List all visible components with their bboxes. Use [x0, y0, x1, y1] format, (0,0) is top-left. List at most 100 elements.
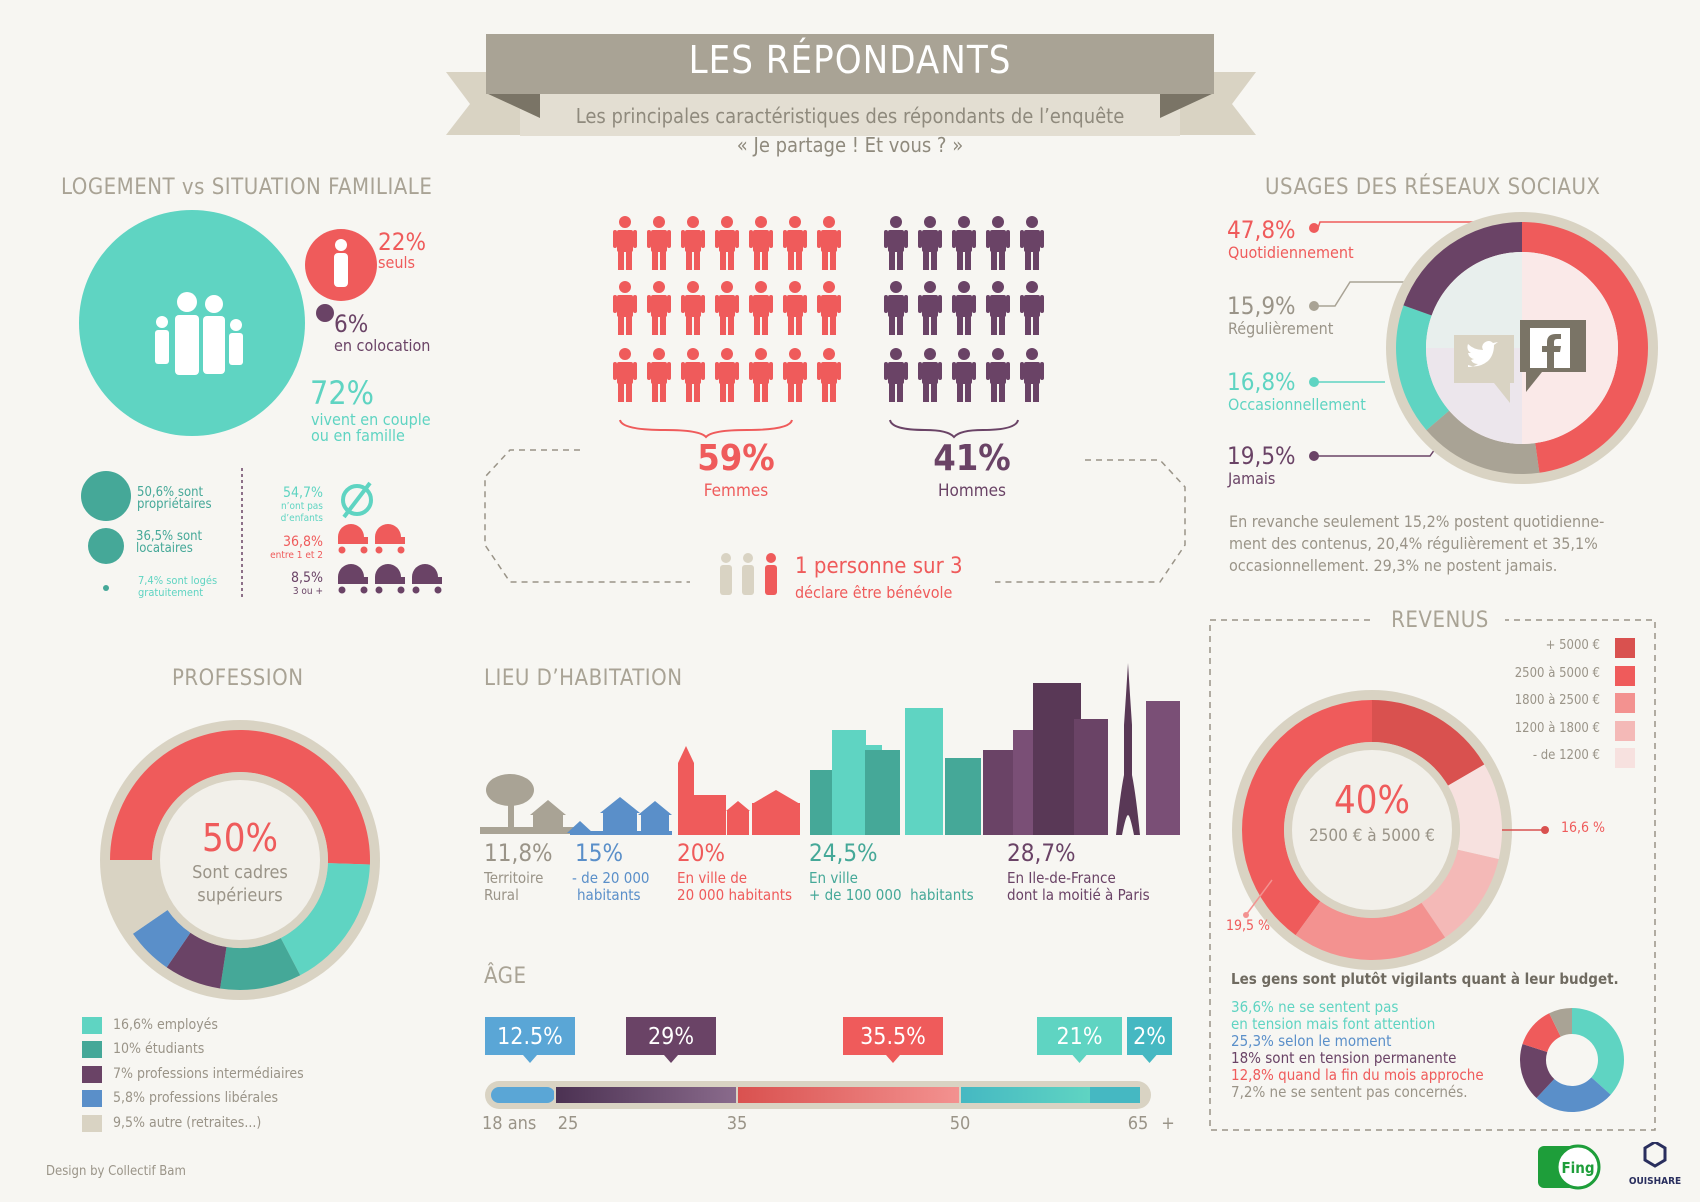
- regular-leader: [1318, 281, 1425, 307]
- profession-center-pct: 50%: [202, 816, 278, 860]
- idf-pct: 28,7%: [1007, 839, 1076, 867]
- page-subtitle-line1: Les principales caractéristiques des rép…: [575, 104, 1125, 128]
- daily-pct: 47,8%: [1227, 216, 1296, 244]
- regular-label: Régulièrement: [1228, 319, 1334, 338]
- header-banner: [446, 34, 1256, 136]
- couple-label-1: vivent en couple: [311, 410, 431, 429]
- age-title: ÂGE: [484, 964, 527, 989]
- men-person-icon: [1020, 281, 1044, 335]
- city-label-2: + de 100 000 habitants: [809, 886, 974, 904]
- ouishare-logo: OUISHARE: [1629, 1142, 1681, 1187]
- age-bubble-label-5: 2%: [1133, 1024, 1166, 1050]
- budget-line-4: 18% sont en tension permanente: [1231, 1049, 1457, 1067]
- revenus-legend-swatches: [1615, 638, 1635, 768]
- men-person-icon: [986, 281, 1010, 335]
- men-person-icon: [1020, 348, 1044, 402]
- kids12-pct: 36,8%: [282, 534, 323, 550]
- social-slice-3: [1396, 305, 1450, 431]
- revenus-slice-3: [1448, 764, 1502, 860]
- women-brace: [619, 419, 793, 439]
- small-town-icon: [567, 797, 672, 835]
- eiffel-tower-icon: [1116, 663, 1140, 835]
- women-person-icon: [817, 348, 841, 402]
- volunteer-icons: [720, 553, 777, 595]
- budget-line-6: 7,2% ne se sentent pas concernés.: [1231, 1083, 1468, 1101]
- revenus-label-a: 16,6 %: [1561, 820, 1606, 836]
- town-church-icon: [678, 746, 800, 835]
- idf-label-2: dont la moitié à Paris: [1007, 886, 1150, 904]
- coloc-pct: 6%: [334, 310, 369, 338]
- city-towers-icon: [810, 708, 981, 835]
- gender-graphic: [484, 216, 1186, 595]
- age-bubble-label-1: 12.5%: [497, 1024, 563, 1050]
- budget-slice-1: [1572, 1008, 1624, 1095]
- logement-graphic: [79, 210, 442, 598]
- alone-pct: 22%: [378, 228, 426, 256]
- budget-slice-5: [1549, 1008, 1572, 1037]
- fing-logo: Fing: [1538, 1144, 1601, 1190]
- occ-pct: 16,8%: [1227, 368, 1296, 396]
- budget-line-2: en tension mais font attention: [1231, 1015, 1436, 1033]
- revenus-slice-5: [1295, 901, 1446, 960]
- budget-line-5: 12,8% quand la fin du mois approche: [1231, 1066, 1484, 1084]
- rural-label-1: Territoire: [484, 869, 544, 887]
- age-segment-1: [491, 1087, 555, 1103]
- revenus-graphic: [1209, 619, 1656, 1131]
- coloc-dot: [316, 304, 334, 322]
- owners-label-1: 50,6% sont: [137, 485, 204, 500]
- age-bubble-4: 21%: [1037, 1017, 1122, 1063]
- age-bubble-label-4: 21%: [1057, 1024, 1103, 1050]
- profession-slice-2: [280, 863, 370, 976]
- alone-label: seuls: [378, 253, 415, 272]
- city-pct: 24,5%: [809, 839, 878, 867]
- age-bubble-label-3: 35.5%: [860, 1024, 926, 1050]
- budget-title: Les gens sont plutôt vigilants quant à l…: [1231, 970, 1619, 988]
- dashed-box-left: [484, 449, 690, 583]
- social-slice-2: [1426, 410, 1540, 474]
- men-pct: 41%: [933, 438, 1011, 479]
- age-bubble-2: 29%: [626, 1017, 716, 1063]
- occ-label: Occasionnellement: [1228, 395, 1366, 414]
- small-town-label-1: - de 20 000: [572, 869, 650, 887]
- rural-tree-icon: [480, 774, 580, 834]
- kids3-label: 3 ou +: [292, 586, 323, 597]
- profession-legend-4-label: 5,8% professions libérales: [113, 1090, 279, 1106]
- revenus-legend-2: 2500 à 5000 €: [1514, 666, 1600, 681]
- women-person-icon: [681, 348, 705, 402]
- daily-label: Quotidiennement: [1228, 243, 1354, 262]
- men-person-icon: [986, 348, 1010, 402]
- revenus-legend-5: - de 1200 €: [1532, 748, 1600, 763]
- regular-pct: 15,9%: [1227, 292, 1296, 320]
- age-bubble-3: 35.5%: [843, 1017, 943, 1063]
- partner-logos: Fing OUISHARE: [1538, 1142, 1681, 1190]
- women-person-icon: [783, 348, 807, 402]
- free-label-1: 7,4% sont logés: [138, 574, 218, 587]
- profession-graphic: [100, 720, 380, 1000]
- no-children-icon: [341, 481, 373, 519]
- profession-center-2: supérieurs: [197, 885, 283, 906]
- renters-dot: [88, 528, 124, 564]
- town-label-1: En ville de: [677, 869, 748, 887]
- social-graphic: [1309, 212, 1658, 484]
- revenus-frame: [1209, 619, 1656, 1131]
- page-subtitle-line2: « Je partage ! Et vous ? »: [736, 133, 964, 157]
- social-slice-4: [1403, 222, 1522, 316]
- profession-legend-1-label: 16,6% employés: [113, 1017, 218, 1033]
- budget-line-3: 25,3% selon le moment: [1231, 1032, 1392, 1050]
- small-town-pct: 15%: [575, 839, 623, 867]
- men-person-icon: [884, 281, 908, 335]
- never-label: Jamais: [1228, 469, 1276, 488]
- age-tick-1: 18 ans: [482, 1113, 536, 1134]
- social-note-1: En revanche seulement 15,2% postent quot…: [1229, 512, 1605, 531]
- budget-slice-3: [1520, 1043, 1555, 1098]
- owners-dot: [81, 471, 131, 521]
- revenus-center-label: 2500 € à 5000 €: [1308, 826, 1436, 846]
- lieu-graphic: [480, 663, 1180, 835]
- age-segment-4: [960, 1087, 1090, 1103]
- volunteer-line-2: déclare être bénévole: [795, 583, 953, 602]
- free-label-2: gratuitement: [138, 586, 204, 599]
- social-note-2: ment des contenus, 20,4% régulièrement e…: [1229, 534, 1598, 553]
- fing-logo-text: Fing: [1561, 1159, 1594, 1177]
- men-person-icon: [1020, 216, 1044, 270]
- small-town-label-2: habitants: [577, 886, 641, 904]
